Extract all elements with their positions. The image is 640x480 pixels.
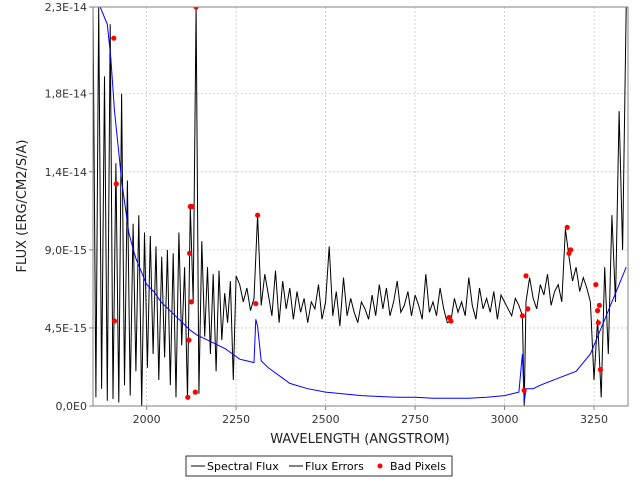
x-tick-label: 2500 xyxy=(312,413,340,426)
bad-pixel-point xyxy=(595,320,601,326)
bad-pixel-point xyxy=(192,389,198,395)
bad-pixel-point xyxy=(597,367,604,373)
bad-pixel-point xyxy=(113,181,119,187)
bad-pixel-point xyxy=(255,212,261,218)
bad-pixel-point xyxy=(568,247,574,253)
bad-pixel-point xyxy=(525,306,531,312)
bad-pixel-point xyxy=(111,318,118,324)
bad-pixel-point xyxy=(595,308,601,314)
legend-label-flux-errors: Flux Errors xyxy=(305,460,364,473)
x-axis-title: WAVELENGTH (ANGSTROM) xyxy=(270,432,449,447)
x-tick-label: 2000 xyxy=(133,413,161,426)
spectral-flux-line xyxy=(93,7,627,406)
x-tick-label: 3250 xyxy=(580,413,608,426)
plot-frame xyxy=(92,6,629,407)
legend-label-spectral-flux: Spectral Flux xyxy=(207,460,279,473)
legend-label-bad-pixels: Bad Pixels xyxy=(390,460,446,473)
axis-ticks: 2000 2250 2500 2750 3000 3250 0,0E0 4,5E-15 9,0E… xyxy=(45,1,608,426)
x-tick-label: 2250 xyxy=(222,413,250,426)
y-tick-label: 2,3E-14 xyxy=(45,1,87,14)
x-tick-label: 2750 xyxy=(401,413,429,426)
bad-pixel-point xyxy=(253,301,259,307)
y-tick-label: 1,4E-14 xyxy=(45,166,87,179)
bad-pixel-point xyxy=(189,203,195,210)
bad-pixel-point xyxy=(564,224,570,230)
y-tick-label: 4,5E-15 xyxy=(45,322,87,335)
y-tick-label: 9,0E-15 xyxy=(45,244,87,257)
legend-swatch-bad-pixels xyxy=(377,463,383,469)
bad-pixel-point xyxy=(188,299,194,305)
bad-pixel-point xyxy=(185,394,191,400)
bad-pixel-point xyxy=(523,273,529,279)
bad-pixel-point xyxy=(186,337,192,343)
bad-pixel-point xyxy=(519,313,526,319)
legend: Spectral Flux Flux Errors Bad Pixels xyxy=(185,455,453,477)
series-group xyxy=(93,7,627,406)
bad-pixel-point xyxy=(596,302,603,308)
bad-pixel-point xyxy=(448,318,454,324)
plot-background xyxy=(93,7,628,406)
bad-pixel-point xyxy=(193,7,199,10)
y-tick-label: 0,0E0 xyxy=(56,400,87,413)
bad-pixel-point xyxy=(187,250,193,256)
x-tick-label: 3000 xyxy=(491,413,519,426)
series-layer xyxy=(93,7,627,406)
y-tick-label: 1,8E-14 xyxy=(45,88,87,101)
bad-pixel-point xyxy=(521,387,527,393)
bad-pixel-point xyxy=(593,282,599,288)
y-axis-title: FLUX (ERG/CM2/S/A) xyxy=(15,140,30,273)
flux-errors-line xyxy=(93,7,627,403)
legend-box xyxy=(185,455,453,477)
bad-pixel-point xyxy=(111,35,117,41)
